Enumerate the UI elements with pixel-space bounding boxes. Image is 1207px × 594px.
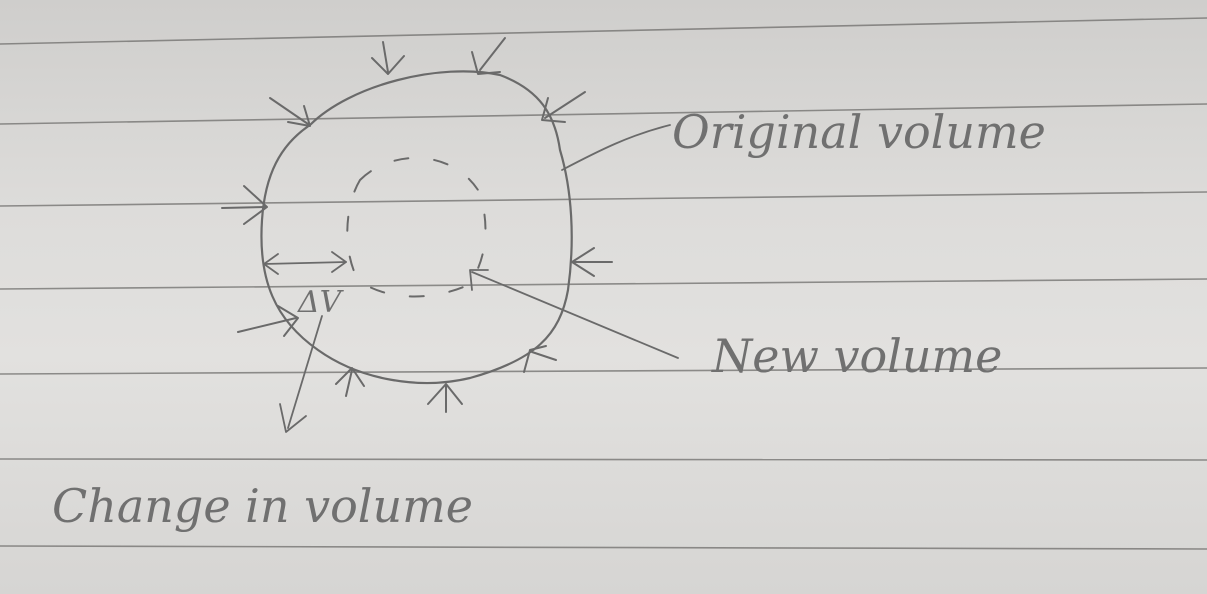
- original-volume-leader: [561, 124, 671, 171]
- arrow-top-left: [269, 97, 311, 127]
- change-in-volume-leader: [279, 315, 323, 433]
- arrow-top-right: [541, 91, 586, 123]
- delta-v-label: ΔV: [297, 285, 345, 320]
- arrow-right: [571, 247, 613, 277]
- ruled-lines: [0, 17, 1207, 550]
- delta-v-dimension: [263, 251, 347, 275]
- new-volume-leader: [469, 269, 679, 359]
- arrow-bottom-2: [427, 383, 463, 413]
- arrow-top-1: [371, 41, 405, 75]
- original-volume-outline: [260, 70, 573, 384]
- arrow-bottom-1: [335, 367, 365, 397]
- arrow-bottom-left: [237, 305, 299, 337]
- change-in-volume-label: Change in volume: [52, 479, 473, 533]
- original-volume-label: Original volume: [672, 105, 1046, 159]
- new-volume-outline: [346, 156, 487, 298]
- arrow-left: [221, 185, 268, 225]
- pressure-arrows: [221, 37, 613, 413]
- arrow-bottom-right: [523, 345, 557, 373]
- new-volume-label: New volume: [711, 329, 1002, 383]
- arrow-top-2: [471, 37, 506, 75]
